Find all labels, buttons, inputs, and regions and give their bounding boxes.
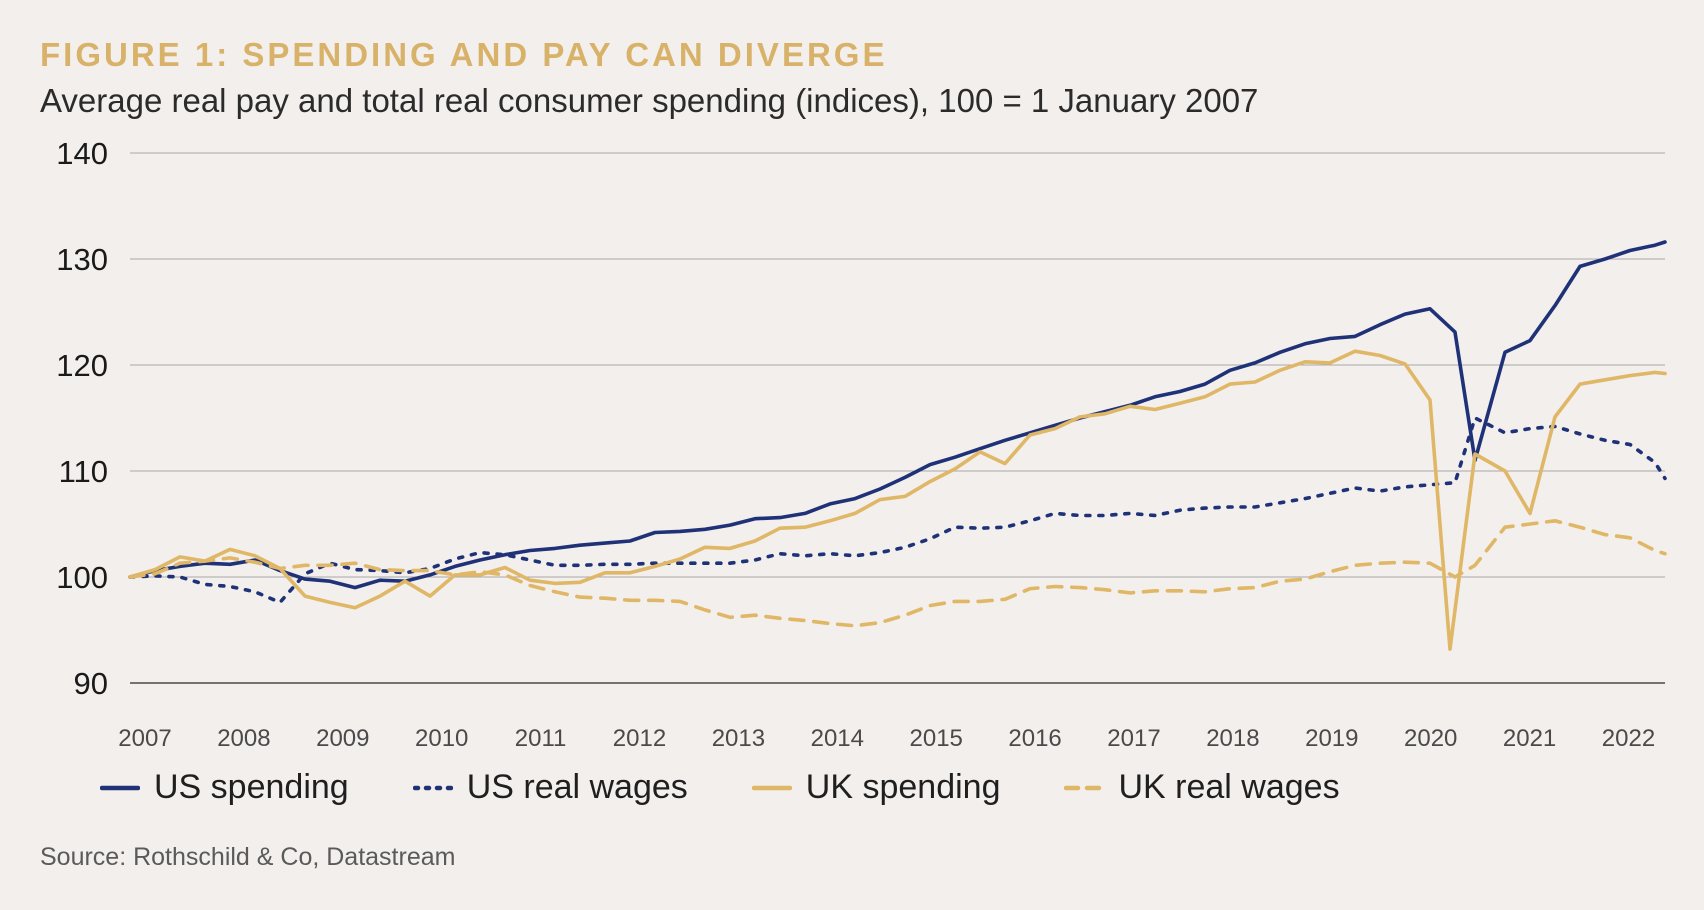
y-tick-label: 90 bbox=[74, 666, 108, 701]
legend-label: US real wages bbox=[466, 768, 688, 806]
y-tick-label: 100 bbox=[56, 560, 108, 595]
legend: US spending US real wages UK spending UK re… bbox=[100, 768, 1404, 807]
legend-item: UK real wages bbox=[1064, 768, 1340, 807]
chart-title: FIGURE 1: SPENDING AND PAY CAN DIVERGE bbox=[40, 36, 888, 73]
x-tick-label: 2015 bbox=[910, 725, 963, 752]
chart-subtitle: Average real pay and total real consumer… bbox=[40, 82, 1259, 119]
source-note: Source: Rothschild & Co, Datastream bbox=[40, 843, 456, 871]
x-tick-label: 2019 bbox=[1305, 725, 1358, 752]
legend-swatch bbox=[100, 785, 140, 790]
legend-swatch bbox=[412, 785, 453, 790]
x-tick-label: 2014 bbox=[811, 725, 864, 752]
y-tick-label: 140 bbox=[56, 136, 108, 171]
x-tick-label: 2007 bbox=[118, 725, 171, 752]
x-tick-label: 2020 bbox=[1404, 725, 1457, 752]
x-tick-label: 2009 bbox=[316, 725, 369, 752]
grid-layer bbox=[130, 152, 1665, 684]
legend-item: US real wages bbox=[412, 768, 688, 807]
legend-label: UK spending bbox=[805, 768, 1001, 806]
y-tick-label: 130 bbox=[56, 242, 108, 277]
legend-label: UK real wages bbox=[1118, 768, 1340, 806]
y-axis-ticks: 90 100 110 120 130 140 bbox=[56, 136, 108, 701]
x-axis-ticks: 2007 2008 2009 2010 2011 2012 2013 2014 2015 2016… bbox=[118, 725, 1655, 752]
y-tick-label: 120 bbox=[56, 348, 108, 383]
series-line-uk-real-wages bbox=[128, 519, 1667, 628]
series-line-us-spending bbox=[128, 240, 1667, 590]
series-line-uk-spending bbox=[128, 349, 1667, 651]
legend-item: UK spending bbox=[751, 768, 1001, 807]
x-tick-label: 2022 bbox=[1602, 725, 1655, 752]
y-tick-label: 110 bbox=[59, 454, 108, 489]
x-tick-label: 2013 bbox=[712, 725, 765, 752]
x-tick-label: 2021 bbox=[1503, 725, 1556, 752]
legend-item: US spending bbox=[100, 768, 349, 807]
x-tick-label: 2010 bbox=[415, 725, 468, 752]
x-tick-label: 2012 bbox=[613, 725, 666, 752]
x-tick-label: 2016 bbox=[1008, 725, 1061, 752]
x-tick-label: 2008 bbox=[217, 725, 270, 752]
legend-swatch bbox=[751, 785, 792, 790]
legend-swatch bbox=[1064, 785, 1105, 790]
series-layer bbox=[128, 240, 1667, 651]
x-tick-label: 2011 bbox=[515, 725, 567, 752]
x-tick-label: 2018 bbox=[1206, 725, 1259, 752]
x-tick-label: 2017 bbox=[1107, 725, 1160, 752]
legend-label: US spending bbox=[154, 768, 349, 806]
